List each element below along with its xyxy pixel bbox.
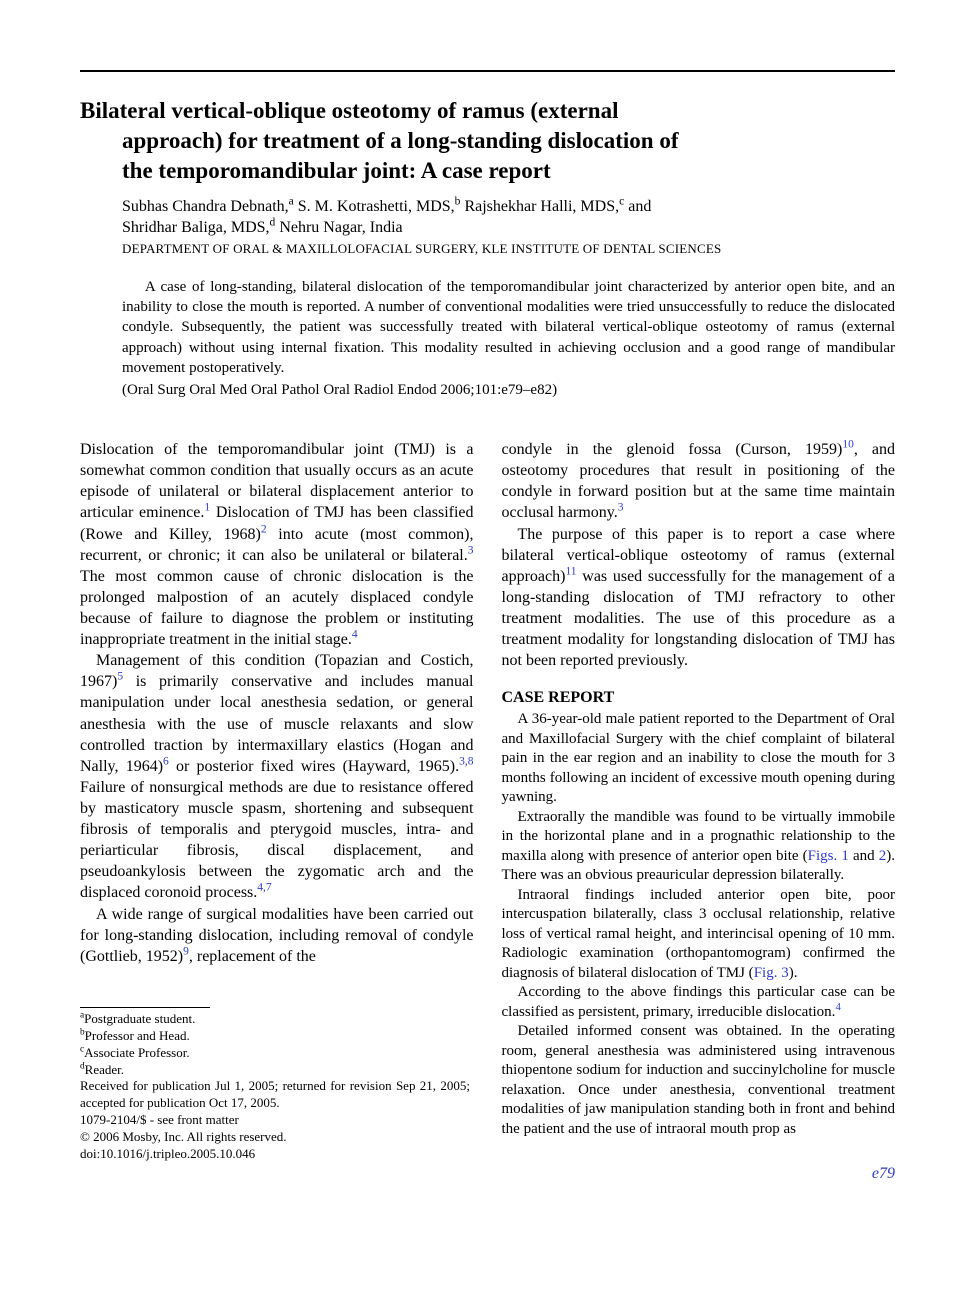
footnote-b: bProfessor and Head.	[80, 1028, 210, 1045]
journal-citation: (Oral Surg Oral Med Oral Pathol Oral Rad…	[80, 382, 895, 399]
author-and: and	[624, 198, 651, 215]
page: Bilateral vertical-oblique osteotomy of …	[0, 0, 975, 1213]
footnote-copyright: © 2006 Mosby, Inc. All rights reserved.	[80, 1129, 210, 1146]
abstract: A case of long-standing, bilateral dislo…	[80, 277, 895, 378]
ref-4b[interactable]: 4	[835, 1001, 840, 1013]
article-title: Bilateral vertical-oblique osteotomy of …	[80, 96, 895, 186]
footnote-received: Received for publication Jul 1, 2005; re…	[80, 1078, 470, 1112]
ref-3b[interactable]: 3	[618, 502, 624, 514]
ref-11[interactable]: 11	[565, 565, 576, 577]
intro-para-1: Dislocation of the temporomandibular joi…	[80, 439, 474, 650]
title-line-1: Bilateral vertical-oblique osteotomy of …	[80, 98, 618, 123]
footnote-c: cAssociate Professor.	[80, 1045, 210, 1062]
top-rule	[80, 70, 895, 72]
intro-para-2: Management of this condition (Topazian a…	[80, 650, 474, 903]
footnote-doi: doi:10.1016/j.tripleo.2005.10.046	[80, 1146, 210, 1163]
link-fig-3[interactable]: Fig. 3	[754, 965, 789, 981]
author-4: Shridhar Baliga, MDS,	[122, 219, 270, 236]
case-para-1: A 36-year-old male patient reported to t…	[502, 710, 896, 808]
footnote-issn: 1079-2104/$ - see front matter	[80, 1112, 210, 1129]
case-para-5: Detailed informed consent was obtained. …	[502, 1022, 896, 1139]
right-column: condyle in the glenoid fossa (Curson, 19…	[502, 439, 896, 1163]
intro-para-4: The purpose of this paper is to report a…	[502, 524, 896, 672]
case-report-heading: CASE REPORT	[502, 687, 896, 708]
footnotes-block: aPostgraduate student. bProfessor and He…	[80, 1007, 210, 1163]
ref-3-8[interactable]: 3,8	[459, 755, 473, 767]
ref-3[interactable]: 3	[468, 544, 474, 556]
department-line: DEPARTMENT OF ORAL & MAXILLOLOFACIAL SUR…	[80, 241, 895, 257]
authors: Subhas Chandra Debnath,a S. M. Kotrashet…	[80, 196, 895, 239]
case-para-4: According to the above findings this par…	[502, 983, 896, 1022]
page-number: e79	[872, 1165, 895, 1183]
title-line-2: approach) for treatment of a long-standi…	[80, 126, 895, 156]
footnote-d: dReader.	[80, 1062, 210, 1079]
ref-4-7[interactable]: 4,7	[257, 882, 271, 894]
intro-para-3: A wide range of surgical modalities have…	[80, 904, 474, 967]
left-column: Dislocation of the temporomandibular joi…	[80, 439, 474, 1163]
author-2: S. M. Kotrashetti, MDS,	[294, 198, 455, 215]
footnote-a: aPostgraduate student.	[80, 1011, 210, 1028]
ref-10[interactable]: 10	[842, 439, 854, 451]
author-location: Nehru Nagar, India	[275, 219, 402, 236]
abstract-text: A case of long-standing, bilateral dislo…	[122, 279, 895, 376]
intro-para-3-cont: condyle in the glenoid fossa (Curson, 19…	[502, 439, 896, 523]
ref-4[interactable]: 4	[352, 629, 358, 641]
two-column-body: Dislocation of the temporomandibular joi…	[80, 439, 895, 1163]
case-para-2: Extraorally the mandible was found to be…	[502, 808, 896, 886]
author-3: Rajshekhar Halli, MDS,	[460, 198, 619, 215]
case-para-3: Intraoral findings included anterior ope…	[502, 886, 896, 984]
author-1: Subhas Chandra Debnath,	[122, 198, 289, 215]
case-report-body: A 36-year-old male patient reported to t…	[502, 710, 896, 1139]
title-line-3: the temporomandibular joint: A case repo…	[80, 156, 895, 186]
link-figs-1[interactable]: Figs. 1	[808, 848, 849, 864]
